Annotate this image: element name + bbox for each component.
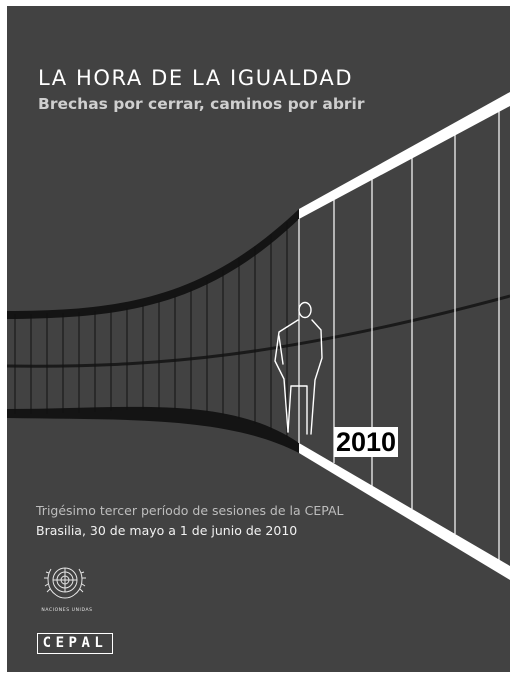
cover-title: LA HORA DE LA IGUALDAD bbox=[38, 66, 354, 90]
corridor-illustration bbox=[7, 92, 510, 580]
year-label: 2010 bbox=[334, 427, 399, 457]
cover-subtitle: Brechas por cerrar, caminos por abrir bbox=[38, 95, 365, 113]
central-curve bbox=[7, 294, 510, 368]
walking-figure bbox=[274, 301, 323, 435]
cepal-logo: CEPAL bbox=[37, 633, 113, 654]
upper-white-band bbox=[299, 92, 510, 219]
session-text: Trigésimo tercer período de sesiones de … bbox=[36, 503, 344, 518]
un-emblem-icon bbox=[44, 567, 86, 599]
lower-white-band bbox=[299, 443, 510, 580]
upper-black-swoosh bbox=[7, 209, 299, 319]
left-grid-lines bbox=[14, 222, 288, 437]
venue-text: Brasilia, 30 de mayo a 1 de junio de 201… bbox=[36, 523, 298, 538]
un-name-label: Naciones Unidas bbox=[41, 608, 93, 613]
right-grid-lines bbox=[298, 109, 500, 560]
book-cover: LA HORA DE LA IGUALDAD Brechas por cerra… bbox=[7, 6, 510, 672]
lower-black-swoosh bbox=[7, 406, 299, 453]
